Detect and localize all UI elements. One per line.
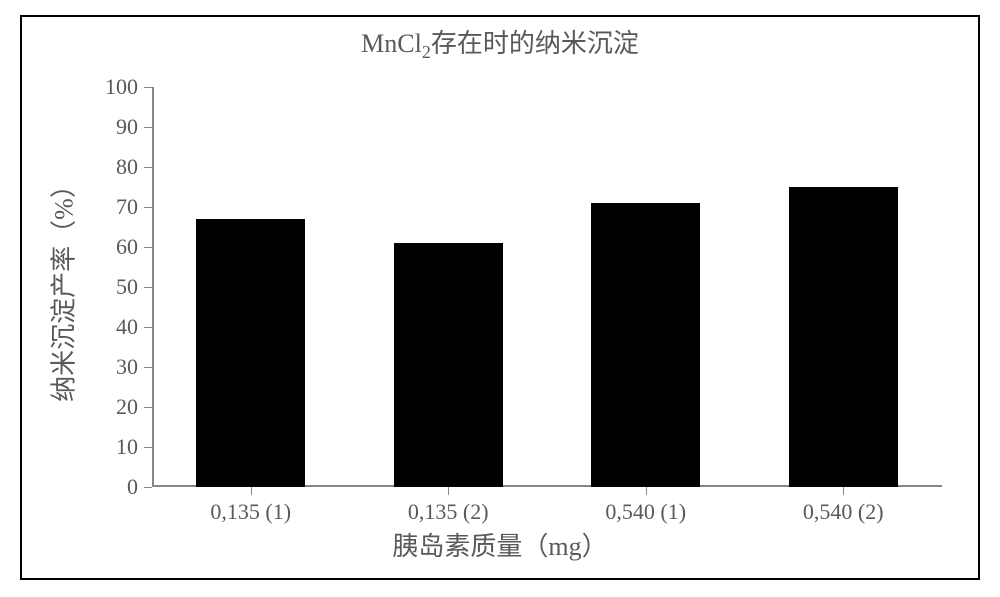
y-tick-label: 60 (116, 234, 152, 260)
y-tick-label: 70 (116, 194, 152, 220)
y-axis-title: 纳米沉淀产率（%） (44, 172, 81, 402)
title-sub: 2 (422, 42, 431, 62)
y-tick-label: 90 (116, 114, 152, 140)
bar (394, 243, 503, 487)
bar (591, 203, 700, 487)
y-tick-label: 40 (116, 314, 152, 340)
x-axis-title: 胰岛素质量（mg） (22, 526, 978, 563)
x-tick-label: 0,135 (2) (408, 487, 489, 525)
bar (196, 219, 305, 487)
y-tick-label: 50 (116, 274, 152, 300)
bar (789, 187, 898, 487)
chart-frame: MnCl2存在时的纳米沉淀 纳米沉淀产率（%） 0102030405060708… (20, 15, 980, 580)
x-tick-label: 0,540 (1) (605, 487, 686, 525)
y-axis-line (152, 87, 154, 487)
y-tick-label: 30 (116, 354, 152, 380)
chart-title: MnCl2存在时的纳米沉淀 (22, 23, 978, 63)
x-tick-label: 0,135 (1) (210, 487, 291, 525)
x-tick-label: 0,540 (2) (803, 487, 884, 525)
y-tick-label: 100 (105, 74, 152, 100)
title-prefix: MnCl (361, 29, 422, 58)
y-tick-label: 80 (116, 154, 152, 180)
plot-area: 01020304050607080901000,135 (1)0,135 (2)… (152, 87, 942, 487)
y-tick-label: 20 (116, 394, 152, 420)
y-tick-label: 10 (116, 434, 152, 460)
title-suffix: 存在时的纳米沉淀 (431, 29, 639, 58)
y-tick-label: 0 (127, 474, 152, 500)
